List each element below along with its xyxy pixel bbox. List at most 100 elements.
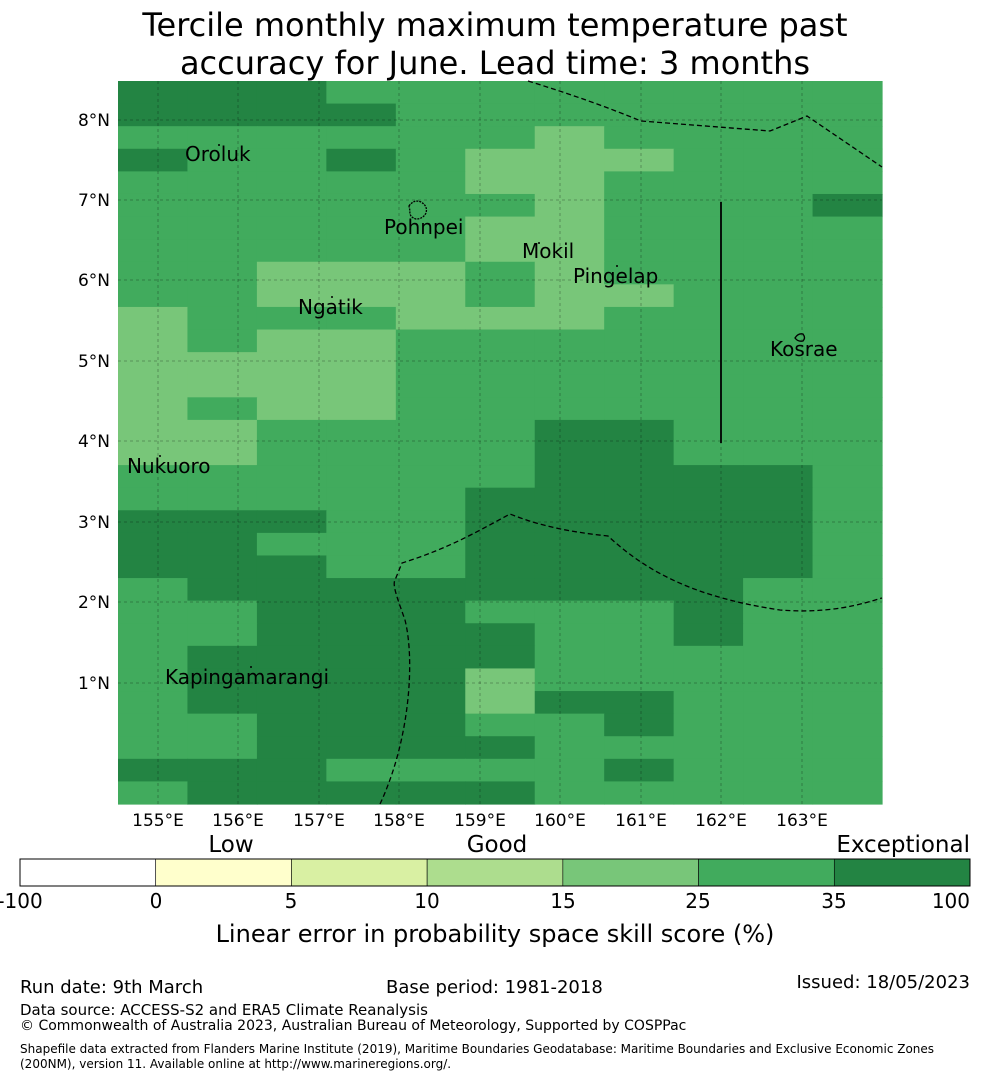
grid-cell <box>256 645 327 670</box>
grid-cell <box>534 193 605 218</box>
grid-cell <box>187 713 258 737</box>
grid-cell <box>604 532 675 557</box>
grid-cell <box>743 623 814 647</box>
grid-cell <box>395 397 466 421</box>
grid-cell <box>187 578 258 602</box>
grid-cell <box>743 284 814 308</box>
grid-cell <box>395 691 466 715</box>
grid-cell <box>743 81 814 105</box>
grid-cell <box>673 352 744 376</box>
grid-cell <box>118 306 189 331</box>
grid-cell <box>812 465 883 489</box>
grid-cell <box>534 781 605 805</box>
grid-cell <box>465 645 536 670</box>
grid-cell <box>534 442 605 466</box>
grid-cell <box>743 555 814 579</box>
grid-cell <box>395 510 466 534</box>
grid-cell <box>534 374 605 398</box>
colorbar-segment <box>833 858 971 887</box>
grid-cell <box>118 103 189 127</box>
grid-cell <box>187 284 258 308</box>
grid-cell <box>395 148 466 172</box>
grid-cell <box>673 668 744 692</box>
grid-cell <box>256 397 327 421</box>
grid-cell <box>812 306 883 331</box>
kapingamarangi-atoll-marker <box>250 666 252 668</box>
base-period: Base period: 1981-2018 <box>386 977 603 998</box>
data-source: Data source: ACCESS-S2 and ERA5 Climate … <box>20 1001 428 1019</box>
map-title-line-1: Tercile monthly maximum temperature past <box>142 6 848 44</box>
grid-cell <box>812 510 883 534</box>
grid-cell <box>118 419 189 444</box>
colorbar-segments <box>19 858 971 887</box>
oroluk-atoll-marker <box>218 144 220 146</box>
grid-cell <box>534 668 605 692</box>
grid-cell <box>743 487 814 511</box>
grid-cell <box>256 600 327 624</box>
grid-cell <box>604 374 675 398</box>
grid-cell <box>118 487 189 511</box>
grid-cell <box>465 691 536 715</box>
grid-cell <box>604 126 675 150</box>
grid-cell <box>534 216 605 240</box>
colorbar-tick-35: 35 <box>821 889 846 913</box>
grid-cell <box>534 419 605 444</box>
grid-cell <box>465 713 536 737</box>
longitude-labels: 155°E 156°E 157°E 158°E 159°E 160°E 161°… <box>132 811 828 831</box>
grid-cell <box>743 510 814 534</box>
grid-cell <box>534 713 605 737</box>
colorbar-tick-25: 25 <box>685 889 710 913</box>
grid-cell <box>187 419 258 444</box>
grid-cell <box>395 329 466 353</box>
grid-cell <box>118 691 189 715</box>
grid-cell <box>187 306 258 331</box>
grid-cell <box>534 352 605 376</box>
grid-cell <box>256 352 327 376</box>
grid-cell <box>256 374 327 398</box>
grid-cell <box>604 781 675 805</box>
colorbar-tick-100: 100 <box>932 889 970 913</box>
grid-cell <box>534 306 605 331</box>
grid-cell <box>395 193 466 218</box>
grid-cell <box>465 668 536 692</box>
grid-cell <box>256 758 327 782</box>
grid-cell <box>604 306 675 331</box>
lat-label-2n: 2°N <box>78 593 110 613</box>
grid-cell <box>604 713 675 737</box>
grid-cell <box>673 600 744 624</box>
grid-cell <box>812 691 883 715</box>
grid-cell <box>326 352 397 376</box>
grid-cell <box>465 532 536 557</box>
grid-cell <box>743 239 814 263</box>
grid-cell <box>673 126 744 150</box>
grid-cell <box>812 758 883 782</box>
eez-boundaries <box>379 80 883 805</box>
grid-cell <box>812 713 883 737</box>
grid-cell <box>604 352 675 376</box>
grid-cell <box>743 261 814 285</box>
grid-cell <box>256 555 327 579</box>
lat-label-1n: 1°N <box>78 674 110 694</box>
grid-cell <box>395 126 466 150</box>
grid-cell <box>326 306 397 331</box>
grid-cell <box>673 284 744 308</box>
grid-cell <box>743 216 814 240</box>
grid-cell <box>395 352 466 376</box>
grid-cell <box>604 600 675 624</box>
grid-cell <box>256 487 327 511</box>
grid-cell <box>534 261 605 285</box>
grid-cell <box>187 148 258 172</box>
grid-cell <box>812 736 883 760</box>
place-label-pingelap: Pingelap <box>573 264 658 288</box>
grid-cell <box>118 645 189 670</box>
colorbar-segment <box>291 858 428 887</box>
grid-cell <box>395 216 466 240</box>
grid-cell <box>187 532 258 557</box>
grid-cell <box>743 126 814 150</box>
grid-cell <box>256 148 327 172</box>
grid-cell <box>673 623 744 647</box>
grid-cell <box>812 645 883 670</box>
grid-cell <box>256 578 327 602</box>
grid-cell <box>256 239 327 263</box>
